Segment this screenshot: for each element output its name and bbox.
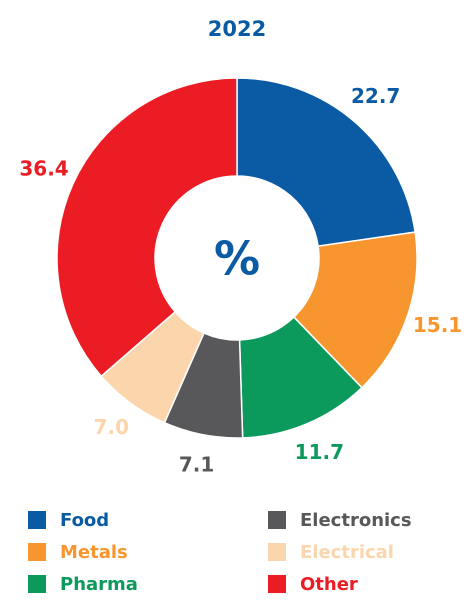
legend-label: Pharma [60, 574, 138, 595]
chart-title: 2022 [208, 17, 266, 41]
donut-segment [56, 77, 238, 378]
legend-swatch [268, 543, 286, 561]
center-label: % [214, 232, 260, 286]
legend-swatch [268, 575, 286, 593]
legend-swatch [28, 543, 46, 561]
legend-swatch [268, 511, 286, 529]
data-label: 7.1 [179, 453, 214, 477]
legend-label: Other [300, 574, 358, 595]
data-label: 22.7 [351, 84, 400, 108]
data-label: 11.7 [295, 440, 344, 464]
legend-label: Electrical [300, 542, 394, 563]
donut-segment [236, 77, 416, 248]
data-label: 7.0 [94, 415, 129, 439]
legend-label: Metals [60, 542, 128, 563]
legend-label: Food [60, 510, 109, 531]
data-label: 15.1 [413, 313, 462, 337]
data-label: 36.4 [19, 157, 68, 181]
legend-swatch [28, 511, 46, 529]
legend-label: Electronics [300, 510, 412, 531]
legend-swatch [28, 575, 46, 593]
